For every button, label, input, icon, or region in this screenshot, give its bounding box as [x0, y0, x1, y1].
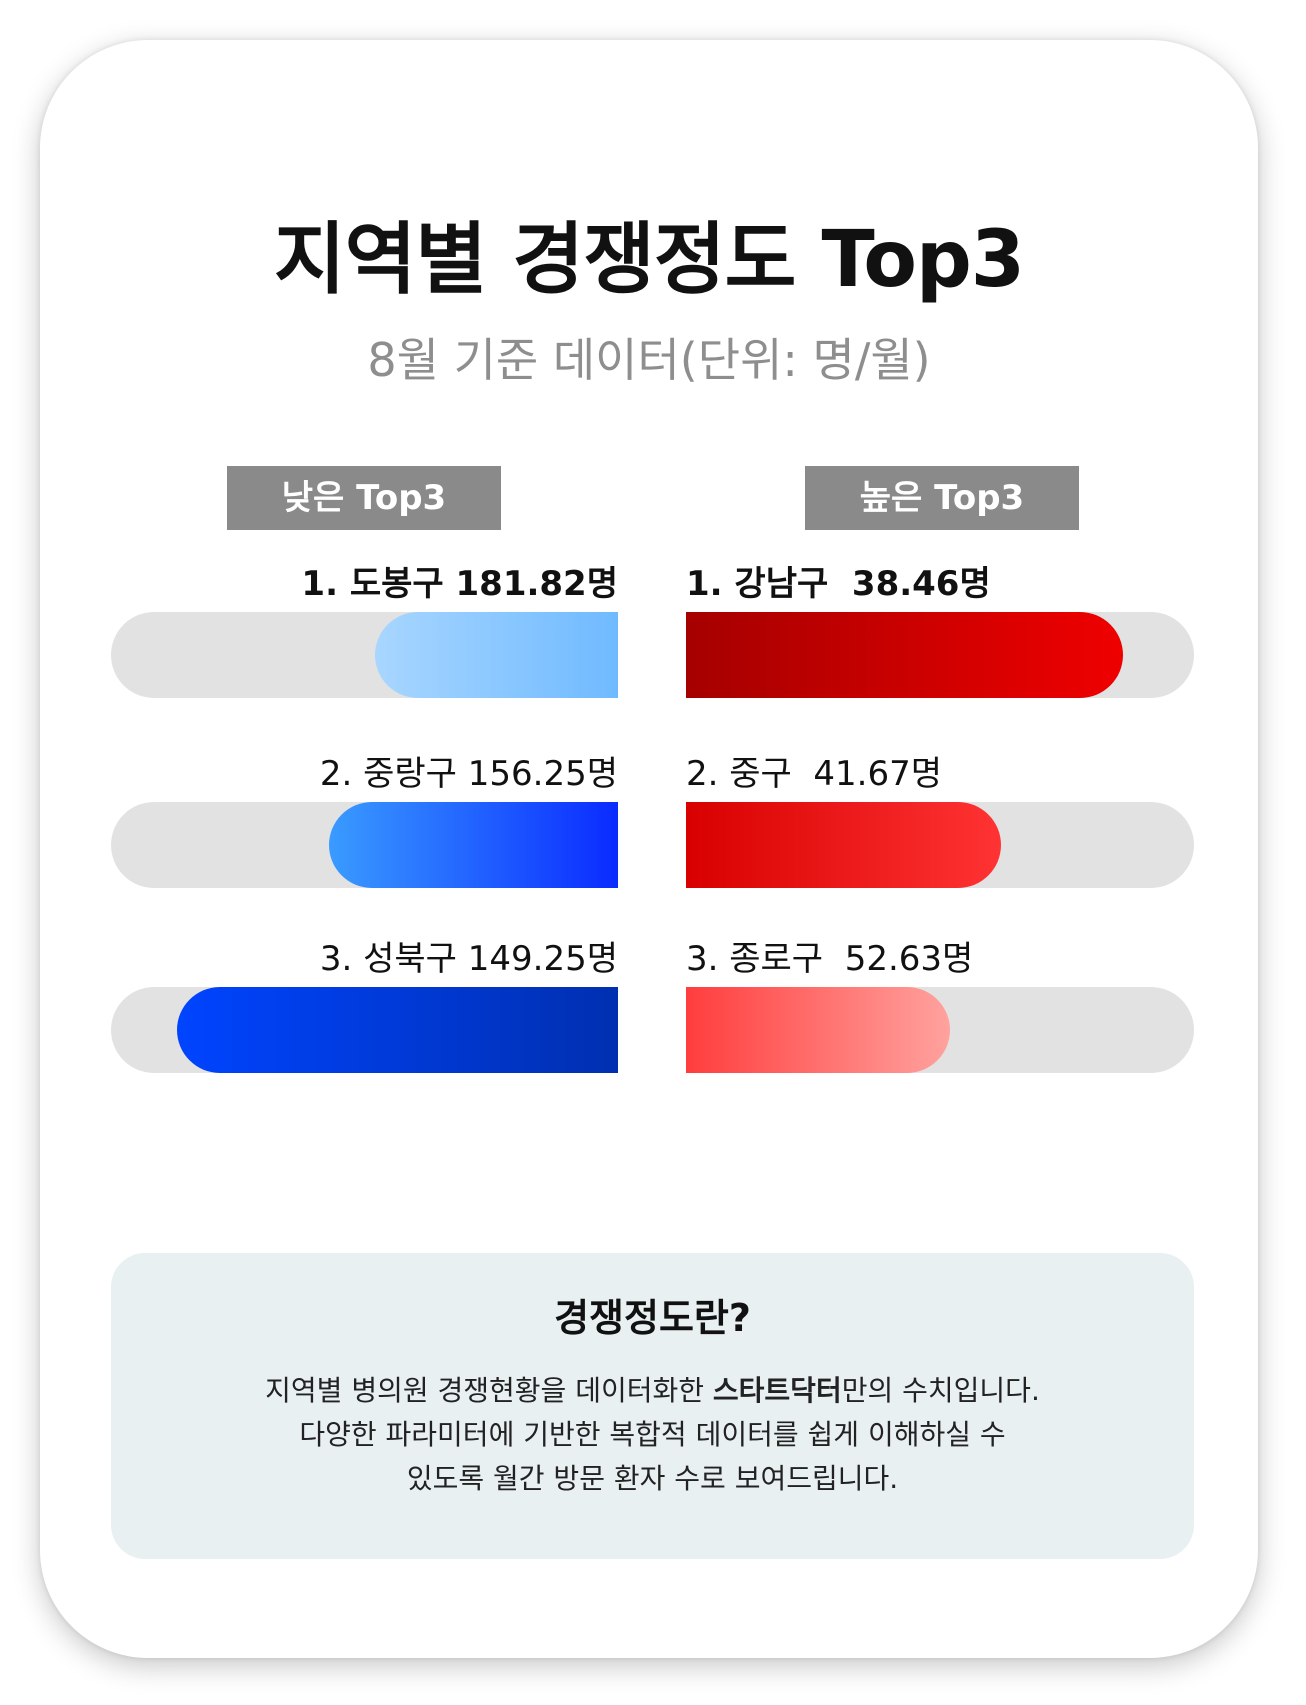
high-bar-label-1: 1. 강남구 38.46명 [686, 564, 991, 604]
high-bar-track-1 [686, 612, 1194, 698]
low-bar-track-1 [111, 612, 618, 698]
definition-line-1-post: 만의 수치입니다. [841, 1374, 1040, 1407]
high-bar-fill-2 [686, 802, 1001, 888]
low-bar-fill-2 [329, 802, 618, 888]
definition-title: 경쟁정도란? [554, 1296, 751, 1340]
definition-line-3: 있도록 월간 방문 환자 수로 보여드립니다. [406, 1462, 899, 1495]
low-bar-track-2 [111, 802, 618, 888]
low-bar-fill-1 [374, 612, 618, 698]
high-bar-fill-3 [686, 987, 951, 1073]
high-bar-track-3 [686, 987, 1194, 1073]
chart-subtitle: 8월 기준 데이터(단위: 명/월) [367, 333, 931, 387]
high-bar-label-2: 2. 중구 41.67명 [686, 754, 943, 794]
brand-name: 스타트닥터 [712, 1374, 842, 1407]
definition-box: 경쟁정도란? 지역별 병의원 경쟁현황을 데이터화한 스타트닥터만의 수치입니다… [111, 1253, 1194, 1559]
low-bar-label-3: 3. 성북구 149.25명 [319, 939, 618, 979]
chart-title: 지역별 경쟁정도 Top3 [273, 215, 1025, 305]
low-bar-label-1: 1. 도봉구 181.82명 [301, 564, 618, 604]
low-bar-fill-3 [176, 987, 618, 1073]
low-bar-track-3 [111, 987, 618, 1073]
high-top3-tag: 높은 Top3 [805, 466, 1079, 530]
low-top3-tag: 낮은 Top3 [227, 466, 501, 530]
definition-line-1-pre: 지역별 병의원 경쟁현황을 데이터화한 [265, 1374, 713, 1407]
definition-line-1: 지역별 병의원 경쟁현황을 데이터화한 스타트닥터만의 수치입니다. [111, 1371, 1194, 1411]
high-bar-track-2 [686, 802, 1194, 888]
high-bar-fill-1 [686, 612, 1123, 698]
high-bar-label-3: 3. 종로구 52.63명 [686, 939, 974, 979]
infographic-card: 지역별 경쟁정도 Top3 8월 기준 데이터(단위: 명/월) 낮은 Top3… [40, 40, 1258, 1658]
low-bar-label-2: 2. 중랑구 156.25명 [319, 754, 618, 794]
definition-line-2: 다양한 파라미터에 기반한 복합적 데이터를 쉽게 이해하실 수 [299, 1418, 1006, 1451]
